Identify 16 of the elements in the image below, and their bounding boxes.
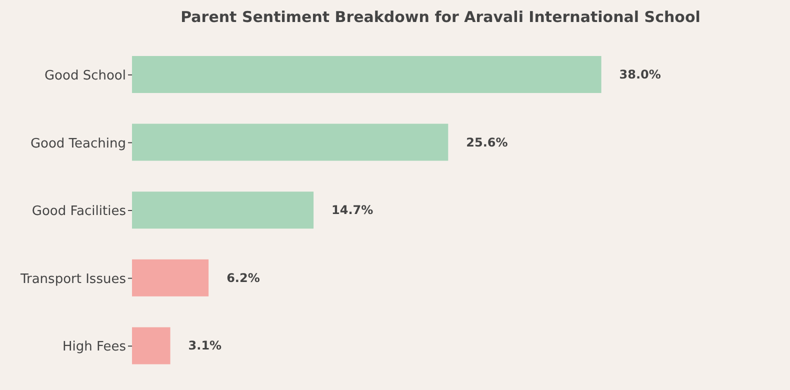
- bar: [132, 327, 170, 364]
- y-tick-label: Good Teaching: [30, 136, 126, 152]
- y-tick-label: Transport Issues: [19, 272, 126, 287]
- data-label: 25.6%: [466, 135, 508, 150]
- y-tick-label: High Fees: [62, 340, 126, 355]
- bar: [132, 124, 448, 161]
- data-label: 6.2%: [226, 270, 260, 285]
- data-label: 38.0%: [619, 68, 661, 82]
- data-label: 14.7%: [332, 203, 374, 218]
- data-label: 3.1%: [188, 338, 222, 353]
- chart-title: Parent Sentiment Breakdown for Aravali International School: [180, 8, 702, 26]
- y-tick-label: Good School: [44, 68, 126, 84]
- bar: [132, 192, 314, 229]
- bar: [132, 56, 602, 93]
- bar: [132, 259, 209, 296]
- y-tick-label: Good Facilities: [32, 204, 126, 220]
